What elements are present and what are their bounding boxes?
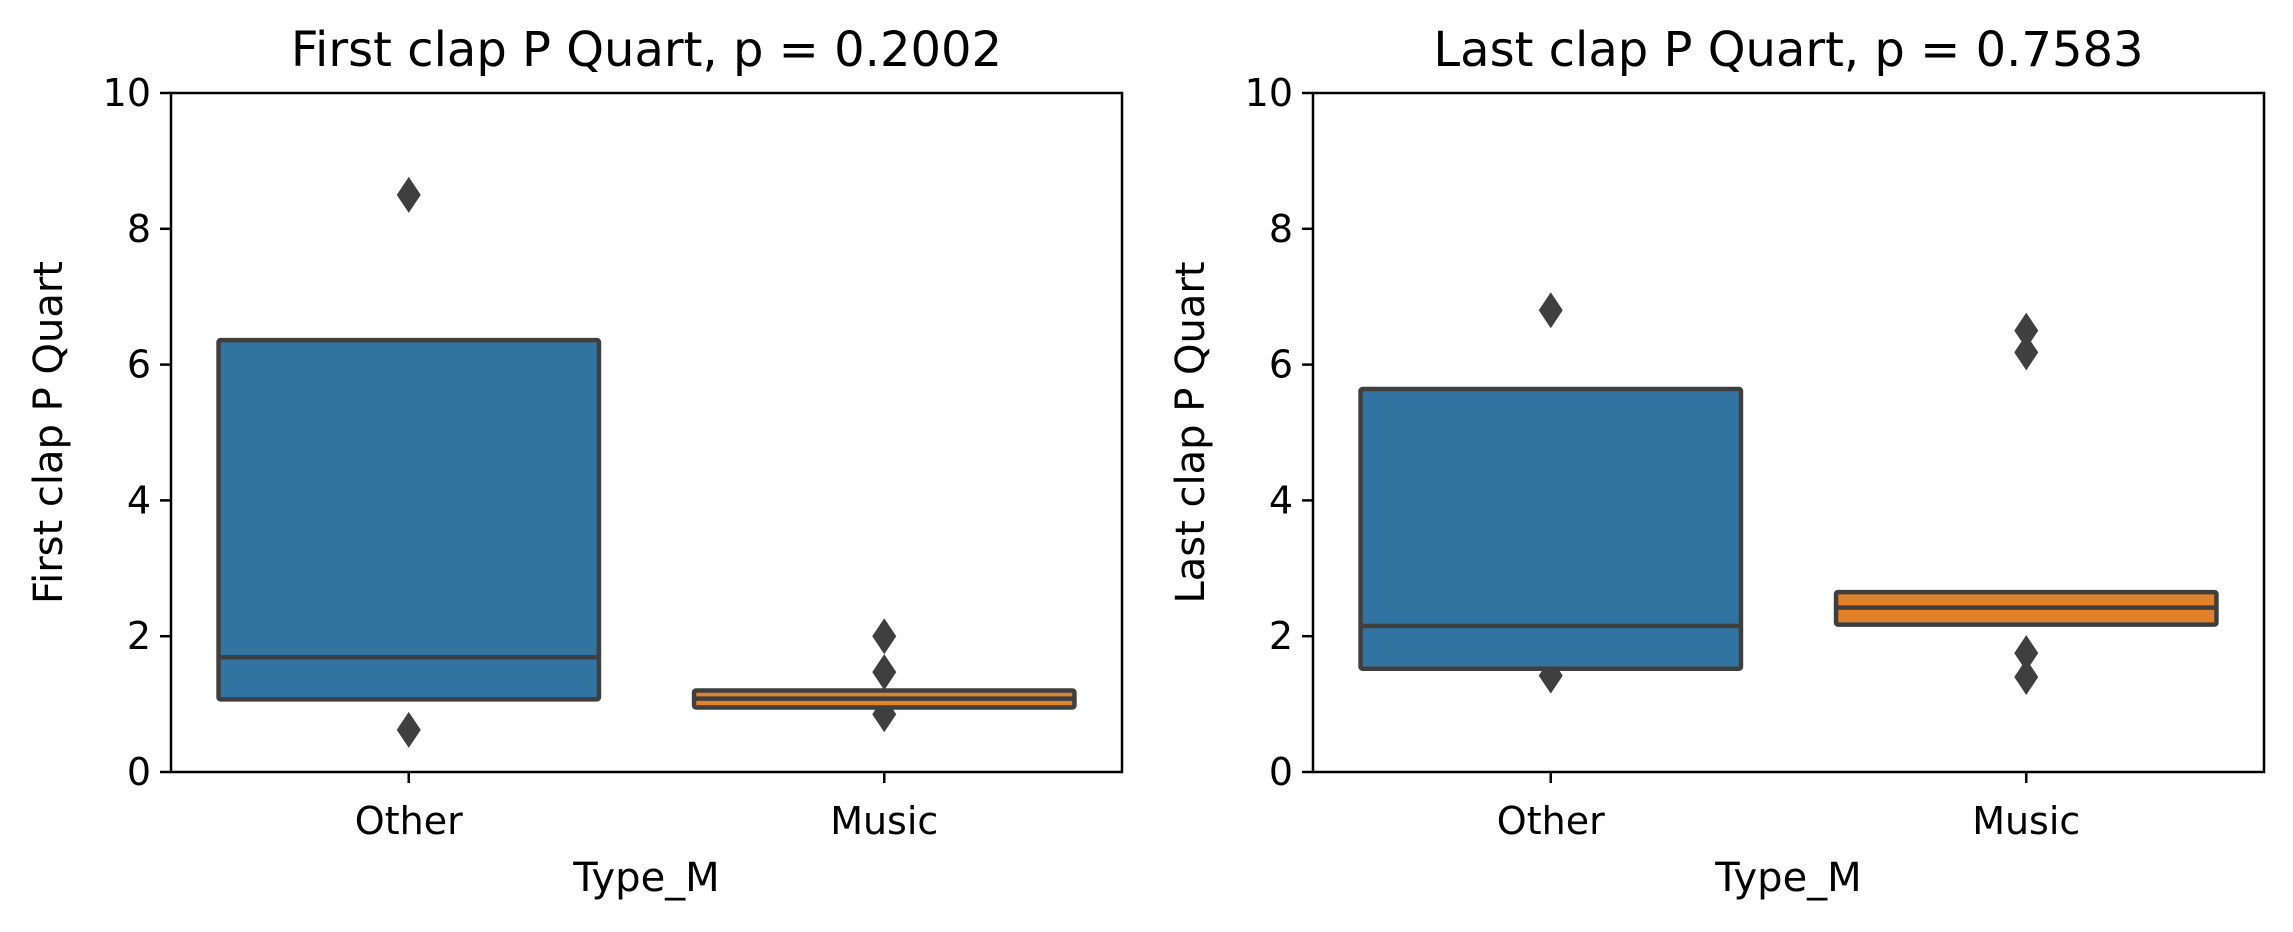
box-other xyxy=(1358,292,1744,694)
y-tick-label: 8 xyxy=(127,207,151,251)
x-tick-label: Music xyxy=(1972,799,2080,843)
outlier-point xyxy=(396,711,421,748)
y-axis-label: Last clap P Quart xyxy=(1168,261,1214,603)
y-tick-label: 0 xyxy=(1269,750,1293,794)
outlier-point xyxy=(396,176,421,213)
iqr-box xyxy=(216,337,602,702)
y-axis-label: First clap P Quart xyxy=(26,261,72,604)
y-tick-label: 0 xyxy=(127,750,151,794)
chart-title: Last clap P Quart, p = 0.7583 xyxy=(1433,22,2143,78)
x-tick-label: Other xyxy=(355,799,463,843)
y-tick-label: 8 xyxy=(1269,207,1293,251)
y-tick-label: 4 xyxy=(1269,478,1293,522)
left-boxplot-panel: First clap P Quart, p = 0.2002 0 2 4 6 8 10 Oth… xyxy=(26,22,1124,901)
axes-frame xyxy=(1311,91,2266,774)
outlier-point xyxy=(2014,635,2039,672)
y-tick-label: 6 xyxy=(127,343,151,387)
y-tick-label: 10 xyxy=(103,71,151,115)
outlier-point xyxy=(2014,312,2039,349)
box-music xyxy=(691,618,1077,733)
outlier-point xyxy=(2014,658,2039,695)
y-tick-label: 4 xyxy=(127,478,151,522)
x-axis-label: Type_M xyxy=(572,855,719,901)
y-tick-label: 2 xyxy=(127,614,151,658)
y-tick-label: 10 xyxy=(1245,71,1293,115)
chart-title: First clap P Quart, p = 0.2002 xyxy=(291,22,1002,78)
box-music xyxy=(1833,312,2219,695)
y-tick-label: 2 xyxy=(1269,614,1293,658)
axes-frame xyxy=(169,91,1124,774)
y-tick-label: 6 xyxy=(1269,343,1293,387)
x-tick-label: Music xyxy=(830,799,938,843)
outlier-point xyxy=(2014,334,2039,371)
box-other xyxy=(216,176,602,748)
iqr-box xyxy=(1358,386,1744,672)
outlier-point xyxy=(872,618,897,655)
outlier-point xyxy=(1538,292,1563,329)
x-axis-label: Type_M xyxy=(1714,855,1861,901)
right-boxplot-panel: Last clap P Quart, p = 0.7583 0 2 4 6 8 10 Othe… xyxy=(1168,22,2266,901)
x-tick-label: Other xyxy=(1497,799,1605,843)
outlier-point xyxy=(872,654,897,691)
